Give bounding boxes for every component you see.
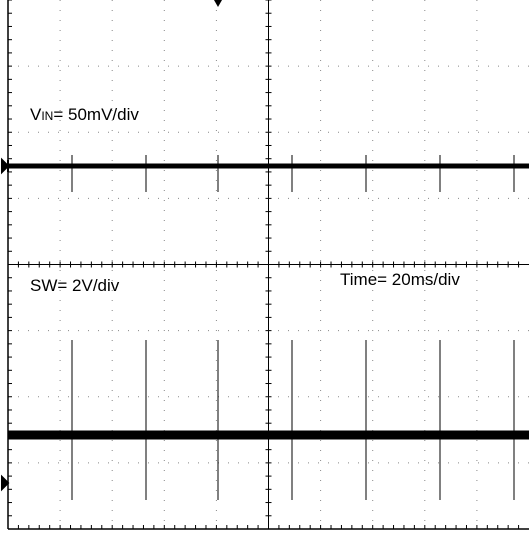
ch1-marker <box>1 157 10 175</box>
vin-subscript: IN <box>41 109 53 123</box>
vin-scale: = 50mV/div <box>53 105 139 124</box>
vin-label: VIN= 50mV/div <box>30 105 139 124</box>
traces <box>8 155 529 500</box>
sw-label: SW= 2V/div <box>30 276 120 295</box>
ch2-marker <box>1 474 10 492</box>
time-label: Time= 20ms/div <box>340 270 460 289</box>
vin-symbol: V <box>30 105 42 124</box>
trigger-marker <box>214 0 222 7</box>
